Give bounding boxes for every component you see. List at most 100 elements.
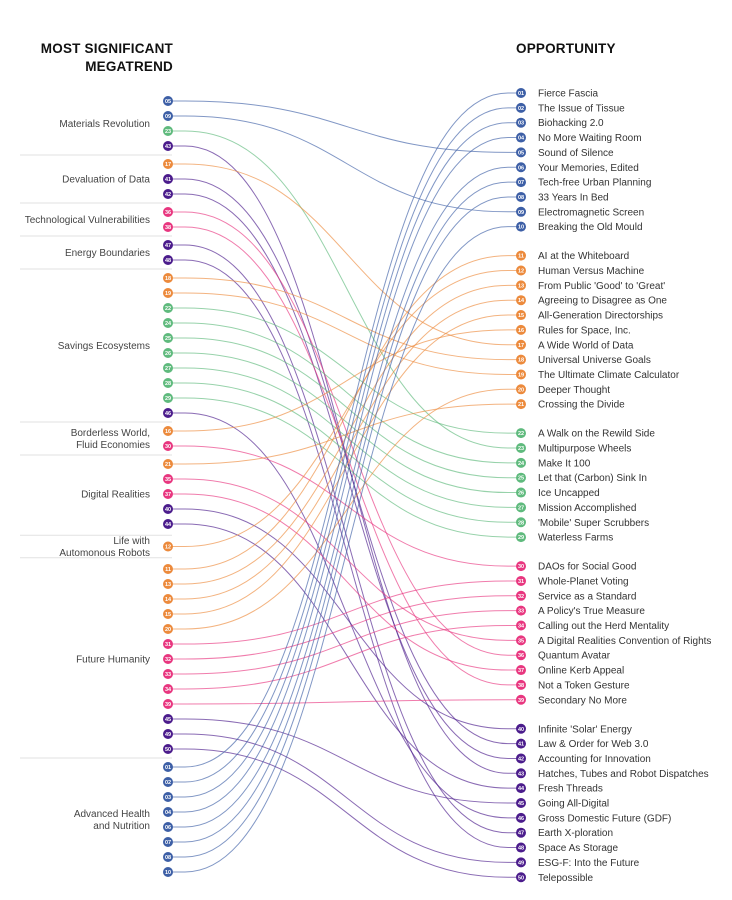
svg-text:16: 16 [165, 429, 171, 435]
opportunity-item: 34 Calling out the Herd Mentality [516, 620, 669, 632]
svg-text:16: 16 [518, 328, 524, 334]
opportunity-item: 20 Deeper Thought [516, 384, 610, 396]
svg-text:31: 31 [518, 579, 524, 585]
svg-text:19: 19 [518, 372, 524, 378]
megatrend-node-41: 41 [163, 174, 173, 184]
opportunity-column: 01 Fierce Fascia 02 The Issue of Tissue 03 Bi… [516, 88, 711, 884]
megatrend-header: MOST SIGNIFICANT MEGATREND [41, 40, 173, 76]
svg-text:39: 39 [518, 698, 524, 704]
opportunity-node-46 [516, 812, 526, 823]
megatrend-node-20: 20 [163, 624, 173, 634]
opportunity-header: OPPORTUNITY [516, 41, 616, 56]
svg-text:43: 43 [518, 771, 524, 777]
megatrend-node-11: 11 [163, 564, 173, 574]
svg-text:11: 11 [518, 254, 524, 260]
opportunity-item: 16 Rules for Space, Inc. [516, 324, 631, 336]
svg-text:23: 23 [518, 446, 524, 452]
megatrend-node-16: 16 [163, 426, 173, 436]
svg-text:05: 05 [165, 99, 171, 105]
megatrend-node-25: 25 [163, 333, 173, 343]
megatrend-node-04: 04 [163, 807, 173, 817]
connection-line-22 [168, 307, 521, 434]
opportunity-label: Let that (Carbon) Sink In [538, 473, 647, 484]
opportunity-label: Going All-Digital [538, 799, 609, 810]
opportunity-item: 30 DAOs for Social Good [516, 561, 636, 573]
megatrend-label: Technological Vulnerabilities [25, 215, 150, 226]
svg-text:47: 47 [518, 831, 524, 837]
opportunity-item: 29 Waterless Farms [516, 532, 613, 544]
megatrend-node-29: 29 [163, 393, 173, 403]
opportunity-node-48 [516, 842, 526, 853]
opportunity-node-34 [516, 620, 526, 631]
opportunity-node-15 [516, 310, 526, 321]
opportunity-node-17 [516, 339, 526, 350]
opportunity-node-35 [516, 635, 526, 646]
opportunity-node-10 [516, 221, 526, 232]
connection-line-44 [168, 523, 521, 789]
connection-line-30 [168, 445, 521, 567]
connection-line-34 [168, 625, 521, 690]
opportunity-label: ESG-F: Into the Future [538, 858, 640, 869]
opportunity-label: Agreeing to Disagree as One [538, 296, 667, 307]
opportunity-node-08 [516, 191, 526, 202]
opportunity-node-49 [516, 857, 526, 868]
opportunity-node-33 [516, 605, 526, 616]
megatrend-node-01: 01 [163, 762, 173, 772]
megatrend-node-46: 46 [163, 408, 173, 418]
svg-text:21: 21 [165, 462, 171, 468]
connection-line-12 [168, 270, 521, 547]
svg-text:42: 42 [165, 192, 171, 198]
svg-text:02: 02 [518, 106, 524, 112]
megatrend-node-17: 17 [163, 159, 173, 169]
opportunity-node-05 [516, 147, 526, 158]
megatrend-label: Advanced Health [74, 809, 150, 820]
opportunity-label: Multipurpose Wheels [538, 444, 631, 455]
opportunity-label: Fresh Threads [538, 784, 603, 795]
opportunity-node-27 [516, 502, 526, 513]
svg-text:18: 18 [518, 358, 524, 364]
svg-text:49: 49 [165, 732, 171, 738]
opportunity-item: 24 Make It 100 [516, 457, 591, 469]
opportunity-item: 28 'Mobile' Super Scrubbers [516, 517, 649, 529]
svg-text:43: 43 [165, 144, 171, 150]
svg-text:12: 12 [518, 269, 524, 275]
connection-line-10 [168, 226, 521, 873]
opportunity-item: 19 The Ultimate Climate Calculator [516, 369, 680, 381]
svg-text:08: 08 [518, 195, 524, 201]
svg-text:31: 31 [165, 642, 171, 648]
opportunity-label: A Digital Realities Convention of Rights [538, 636, 711, 647]
opportunity-item: 48 Space As Storage [516, 842, 618, 854]
opportunity-item: 12 Human Versus Machine [516, 265, 645, 277]
opportunity-item: 05 Sound of Silence [516, 147, 614, 159]
megatrend-node-14: 14 [163, 594, 173, 604]
opportunity-item: 26 Ice Uncapped [516, 487, 600, 499]
opportunity-item: 39 Secondary No More [516, 694, 627, 706]
opportunity-item: 27 Mission Accomplished [516, 502, 636, 514]
svg-text:34: 34 [518, 624, 525, 630]
svg-text:41: 41 [518, 742, 524, 748]
svg-text:14: 14 [165, 597, 172, 603]
opportunity-label: A Wide World of Data [538, 340, 634, 351]
opportunity-node-18 [516, 354, 526, 365]
svg-text:22: 22 [165, 306, 171, 312]
megatrend-label: Energy Boundaries [65, 248, 150, 259]
megatrend-node-24: 24 [163, 318, 173, 328]
opportunity-item: 14 Agreeing to Disagree as One [516, 295, 667, 307]
megatrend-header-line1: MOST SIGNIFICANT [40, 41, 173, 56]
opportunity-item: 41 Law & Order for Web 3.0 [516, 738, 649, 750]
svg-text:38: 38 [165, 225, 171, 231]
opportunity-label: Online Kerb Appeal [538, 666, 624, 677]
svg-text:14: 14 [518, 298, 525, 304]
svg-text:30: 30 [518, 564, 524, 570]
opportunity-label: Accounting for Innovation [538, 754, 651, 765]
opportunity-label: All-Generation Directorships [538, 311, 663, 322]
opportunity-item: 44 Fresh Threads [516, 783, 603, 795]
svg-text:45: 45 [518, 801, 524, 807]
megatrend-label: Materials Revolution [59, 119, 150, 130]
svg-text:04: 04 [518, 136, 525, 142]
megatrend-node-26: 26 [163, 348, 173, 358]
svg-text:44: 44 [518, 786, 525, 792]
opportunity-item: 03 Biohacking 2.0 [516, 117, 604, 129]
svg-text:36: 36 [518, 653, 524, 659]
megatrend-label: Life with [113, 536, 150, 547]
